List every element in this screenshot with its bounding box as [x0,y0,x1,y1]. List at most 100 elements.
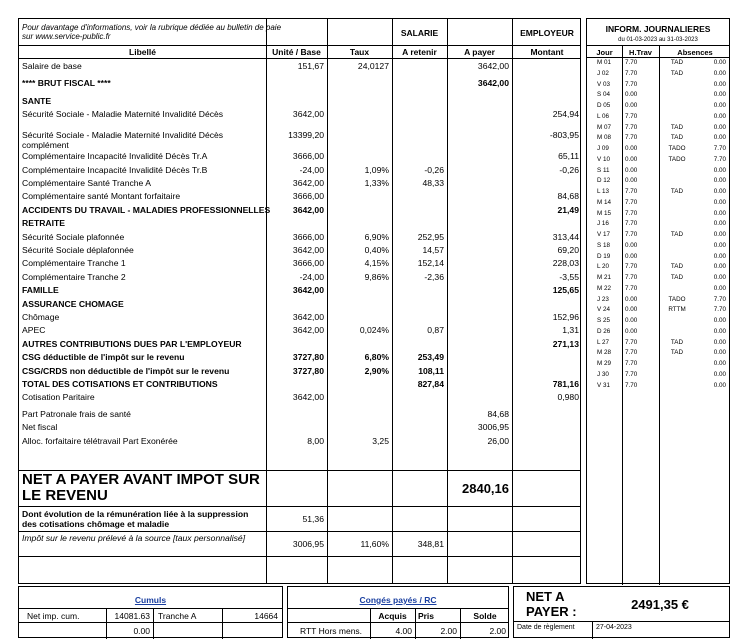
row-base: -24,00 [299,271,324,282]
day-absence-hours: 0.00 [713,123,726,131]
row-base: 3727,80 [292,352,324,363]
day-absence-hours: 0.00 [713,112,726,120]
table-row: RETRAITE [19,218,580,231]
net-a-payer-label: NET A PAYER AVANT IMPOT SUR LE REVENU [22,471,260,504]
table-row: APEC 3642,00 0,024% 0,87 1,31 [19,325,580,338]
table-row: Complémentaire Incapacité Invalidité Déc… [19,151,580,164]
cumuls-title[interactable]: Cumuls [134,595,167,605]
impot-retenir: 348,81 [417,539,444,549]
table-row: Complémentaire Santé Tranche A 3642,00 1,3… [19,178,580,191]
day-absence-hours: 0.00 [713,91,726,99]
day-absence: TAD [670,231,684,238]
day-hours: 0.00 [625,155,638,163]
conges-pris: 2.00 [440,626,457,636]
row-a-payer: 84,68 [487,408,509,419]
inform-header-htrav: H.Trav [629,48,652,57]
day-label: L 13 [597,188,610,195]
conges-row-label: RTT Hors mens. [300,626,363,636]
row-base: 8,00 [307,435,324,446]
day-hours: 7.70 [625,198,638,206]
row-base: 3642,00 [292,392,324,403]
header-employeur: EMPLOYEUR [520,28,574,38]
row-montant: 313,44 [552,231,579,242]
day-absence: TADO [668,295,686,303]
table-row: CSG déductible de l'impôt sur le revenu 3… [19,352,580,365]
day-hours: 7.70 [625,349,638,357]
row-label: Sécurité Sociale - Maladie Maternité Inv… [22,109,224,120]
day-hours: 7.70 [625,188,638,195]
row-base: 3666,00 [292,191,324,202]
row-taux: 6,90% [364,231,389,242]
conges-header-acquis: Acquis [378,611,407,621]
net-final-label: NET A PAYER : [526,589,577,619]
day-label: J 16 [597,220,609,228]
row-base: -24,00 [299,164,324,175]
day-absence-hours: 7.70 [713,145,726,152]
net-final-box: NET A PAYER : 2491,35 € Date de règlemen… [513,586,730,639]
day-absence-hours: 0.00 [713,317,726,324]
day-label: M 07 [597,123,611,131]
day-absence-hours: 0.00 [713,241,726,249]
row-a-payer: 3642,00 [477,61,509,71]
row-a-retenir: -0,26 [424,164,444,175]
day-label: M 08 [597,134,611,142]
row-montant: 65,11 [558,151,579,162]
row-a-retenir: 14,57 [422,245,444,255]
main-table: Pour davantage d'informations, voir la r… [18,18,581,584]
inform-period: du 01-03-2023 au 31-03-2023 [618,37,698,43]
row-montant: 271,13 [552,338,579,349]
impot-base: 3006,95 [292,539,324,549]
day-hours: 7.70 [625,360,638,367]
row-montant: -803,95 [549,130,579,141]
day-hours: 7.70 [625,69,638,77]
row-base: 3642,00 [292,178,324,188]
day-label: D 26 [597,327,611,335]
conges-header-pris: Pris [417,611,435,621]
day-absence-hours: 0.00 [713,59,726,66]
header-libelle: Libellé [129,47,156,57]
conges-title[interactable]: Congés payés / RC [359,595,437,605]
day-absence: TAD [670,263,684,271]
row-a-retenir: 827,84 [417,379,444,389]
day-label: V 17 [597,231,610,238]
day-label: M 14 [597,198,611,206]
evolution-value: 51,36 [302,514,324,524]
header-salarie: SALARIE [400,28,439,38]
day-hours: 0.00 [625,145,638,152]
day-label: D 12 [597,177,611,185]
header-unite-base: Unité / Base [272,47,321,57]
day-hours: 0.00 [625,102,638,109]
row-montant: 781,16 [552,379,579,389]
net-imp-cum-label: Net imp. cum. [27,611,80,621]
day-label: D 19 [597,252,611,260]
row-label: RETRAITE [22,218,65,229]
row-taux: 24,0127 [357,61,389,71]
row-label: Complémentaire santé Montant forfaitaire [22,191,181,202]
day-label: M 28 [597,349,611,357]
day-hours: 7.70 [625,80,638,88]
day-hours: 7.70 [625,231,638,238]
row-label: Alloc. forfaitaire télétravail Part Exon… [22,435,178,446]
row-a-retenir: 252,95 [417,231,444,242]
row-montant: -3,55 [559,271,579,282]
day-absence-hours: 0.00 [713,80,726,88]
row-montant: 84,68 [557,191,579,202]
day-absence: TAD [670,69,684,77]
row-base: 13399,20 [288,130,324,141]
payslip-rows: Salaire de base 151,67 24,0127 3642,00 **** … [19,59,580,479]
day-absence-hours: 0.00 [713,102,726,109]
day-absence-hours: 0.00 [713,284,726,292]
day-absence-hours: 0.00 [713,370,726,378]
row-label: APEC [22,325,46,336]
row-label: Net fiscal [22,422,58,433]
day-label: J 23 [597,295,609,303]
day-absence-hours: 7.70 [713,155,726,163]
row-base: 3642,00 [292,285,324,296]
day-absence-hours: 0.00 [713,177,726,185]
row-label: SANTE [22,95,52,106]
day-absence-hours: 0.00 [713,166,726,174]
net-a-payer-value: 2840,16 [462,481,509,496]
row-a-retenir: 108,11 [418,365,444,376]
row-label: TOTAL DES COTISATIONS ET CONTRIBUTIONS [22,379,218,389]
day-label: M 21 [597,274,611,281]
